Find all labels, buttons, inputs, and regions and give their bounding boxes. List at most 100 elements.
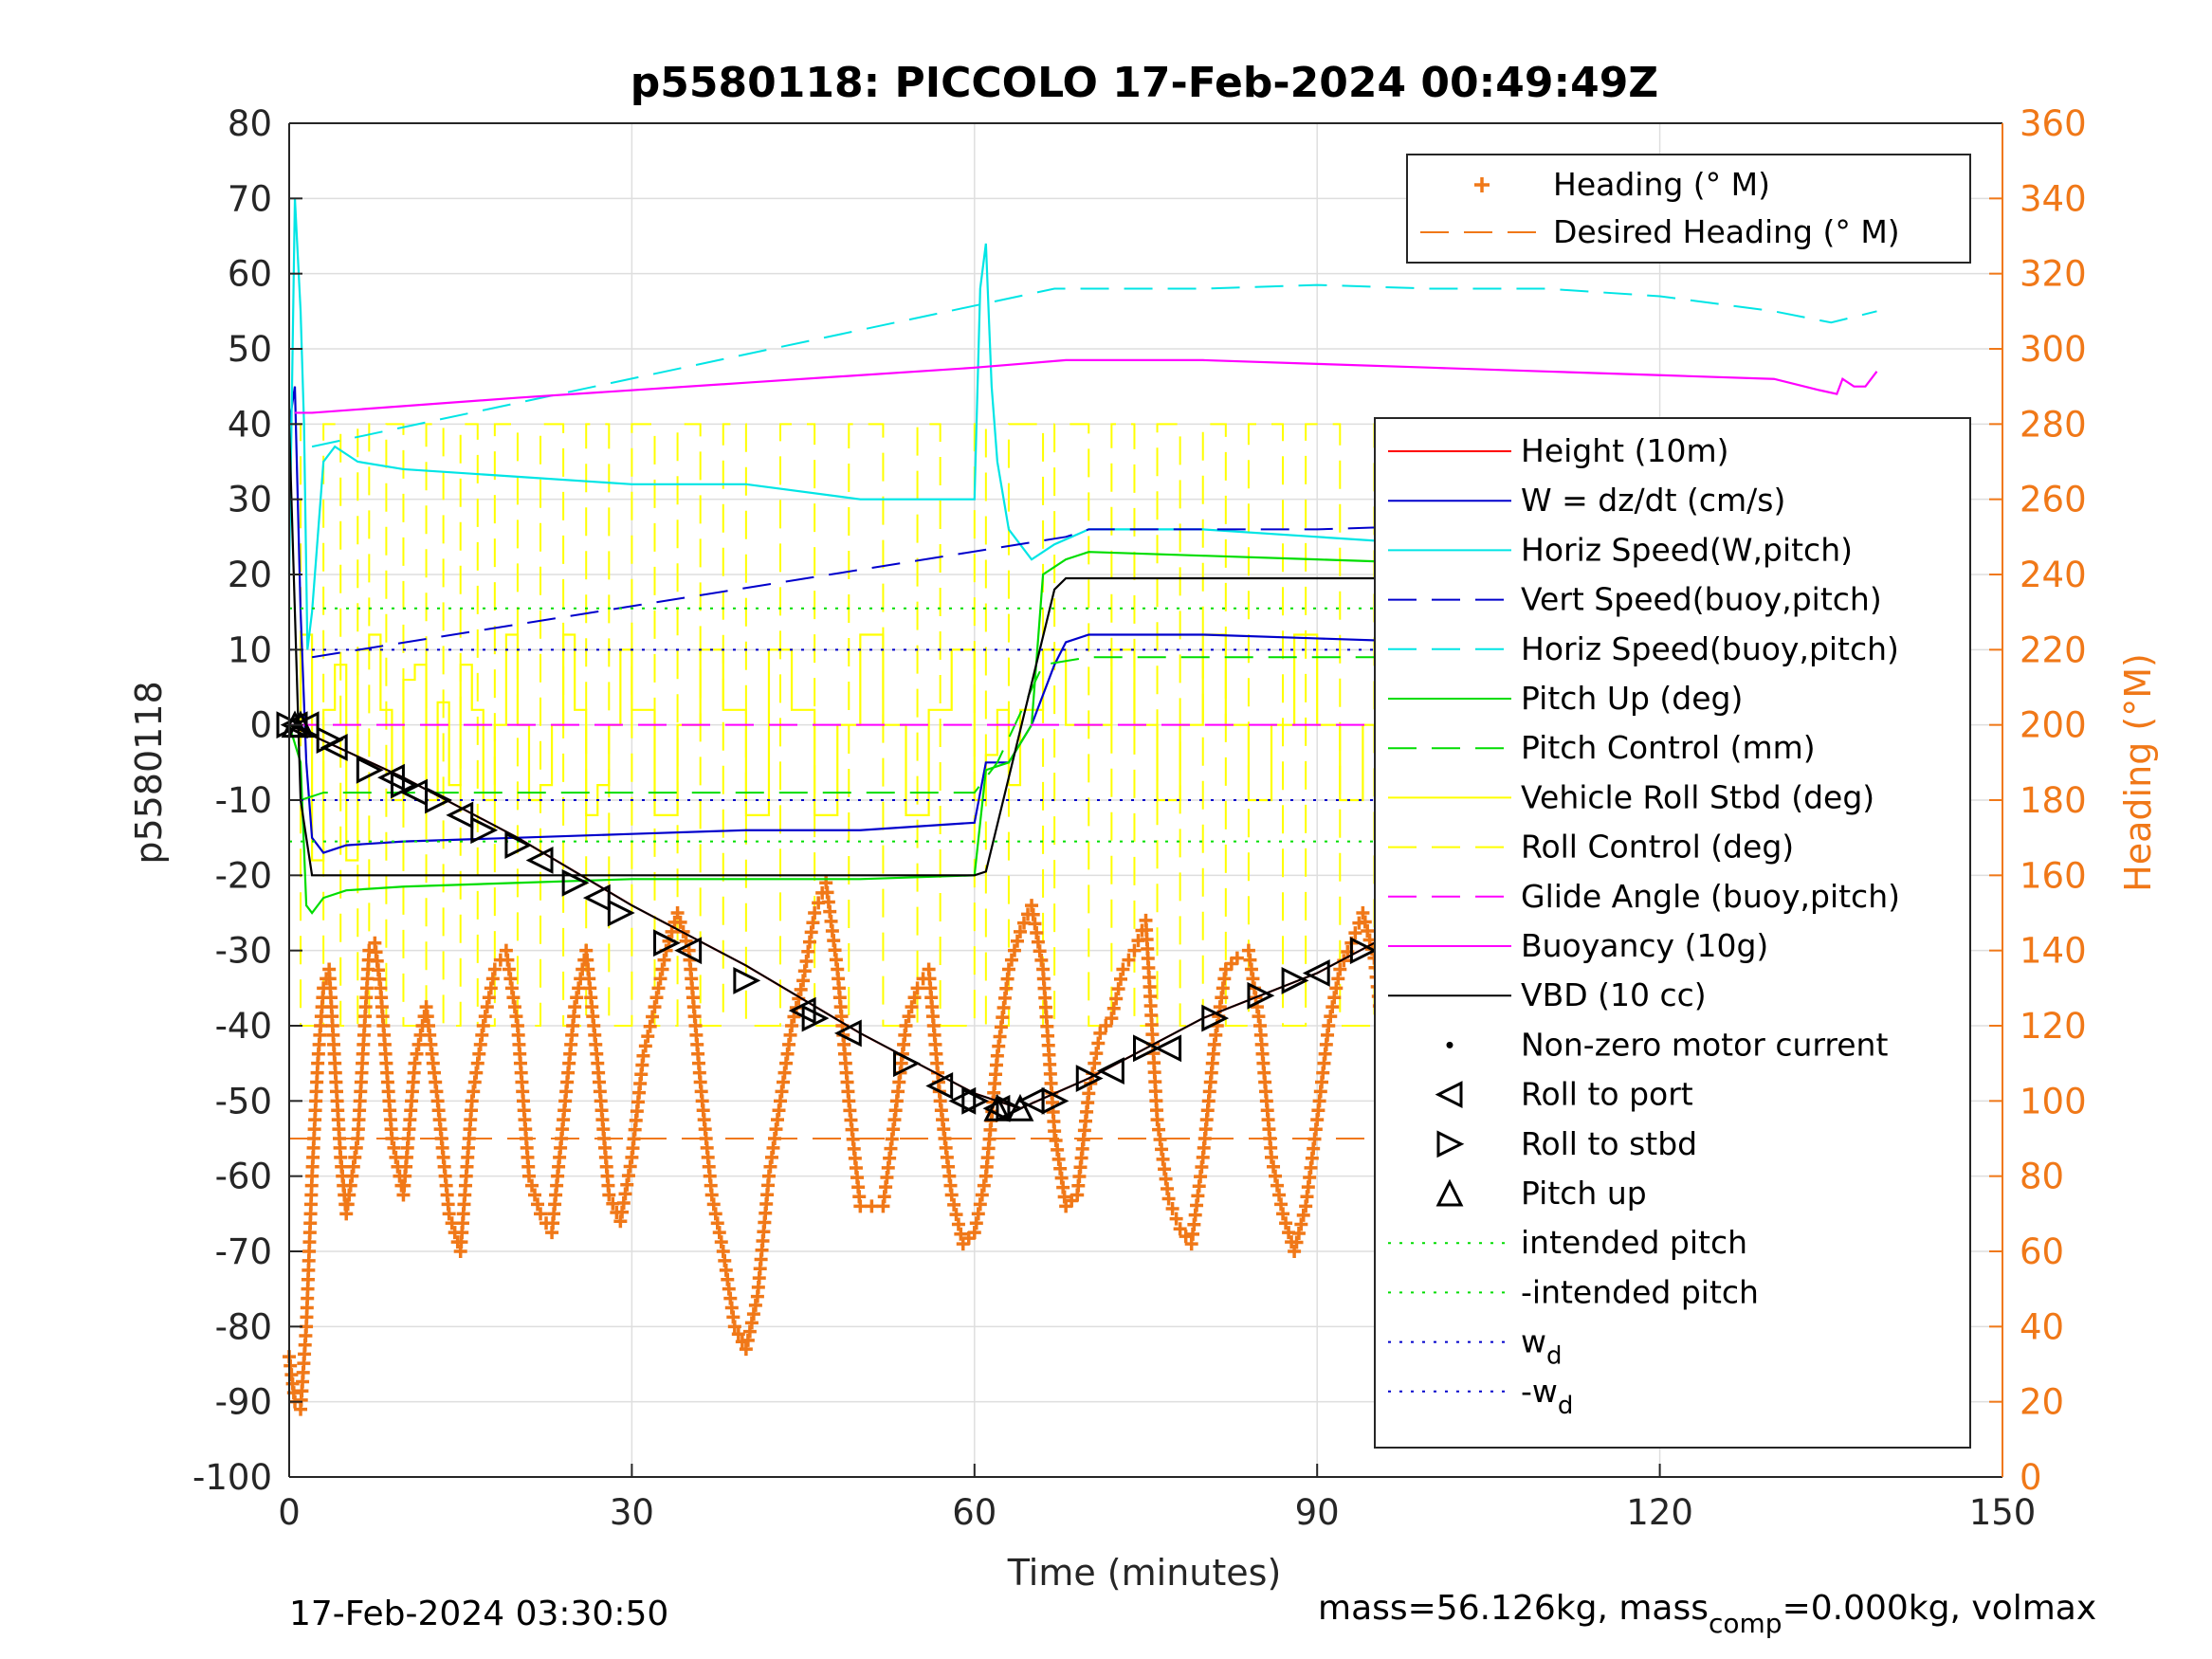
legend-label: Heading (° M) — [1553, 166, 1770, 203]
legend-label-text: Desired Heading (° M) — [1553, 213, 1900, 250]
right-y-tick-label: 80 — [2020, 1157, 2064, 1197]
heading-point — [1169, 1212, 1183, 1226]
heading-point — [484, 981, 498, 995]
heading-point — [1122, 953, 1136, 967]
roll-to-port-marker — [291, 711, 320, 739]
heading-point — [1274, 1197, 1289, 1212]
legend-label-text: Vert Speed(buoy,pitch) — [1521, 581, 1882, 618]
heading-point — [1007, 943, 1021, 957]
right-y-tick-label: 60 — [2020, 1231, 2064, 1272]
right-y-tick-label: 280 — [2020, 404, 2087, 445]
heading-point — [808, 906, 822, 920]
legend-label-text: Horiz Speed(buoy,pitch) — [1521, 630, 1899, 667]
heading-point — [744, 1316, 759, 1330]
heading-point — [568, 1000, 582, 1014]
heading-point — [902, 1010, 916, 1024]
legend-label: VBD (10 cc) — [1521, 976, 1707, 1013]
heading-point — [1004, 953, 1018, 967]
heading-point — [408, 1056, 422, 1070]
x-axis-label: Time (minutes) — [1007, 1552, 1282, 1594]
roll-to-port-marker — [833, 1019, 862, 1048]
right-y-tick-label: 320 — [2020, 254, 2087, 295]
roll-to-stbd-marker — [390, 771, 418, 799]
heading-point — [442, 1207, 456, 1221]
legend-label: Buoyancy (10g) — [1521, 927, 1768, 964]
legend-sample-triangle — [1436, 1130, 1465, 1158]
heading-point — [708, 1207, 722, 1221]
legend-label: Horiz Speed(buoy,pitch) — [1521, 630, 1899, 667]
footer-mass-sub: comp — [1709, 1608, 1782, 1639]
x-tick-label: 90 — [1295, 1492, 1340, 1533]
heading-point — [710, 1216, 724, 1231]
heading-legend: Heading (° M) Desired Heading (° M) — [1406, 154, 1971, 264]
right-y-tick-label: 180 — [2020, 780, 2087, 821]
roll-to-port-marker — [674, 937, 703, 965]
heading-point — [1089, 1047, 1104, 1061]
heading-point — [712, 1226, 726, 1240]
heading-point — [1289, 1235, 1304, 1249]
x-tick-label: 0 — [278, 1492, 301, 1533]
legend-label-text: VBD (10 cc) — [1521, 976, 1707, 1013]
heading-point — [1269, 1169, 1283, 1183]
legend-label-sub: d — [1546, 1342, 1563, 1371]
y-tick-label: -50 — [215, 1081, 272, 1121]
heading-point — [1230, 951, 1244, 965]
y-tick-label: -20 — [215, 855, 272, 896]
roll-to-port-marker — [446, 801, 474, 830]
heading-point — [524, 1178, 539, 1193]
heading-point — [485, 972, 500, 986]
y-tick-label: 80 — [228, 103, 272, 144]
heading-point — [899, 1019, 913, 1032]
heading-point — [1165, 1202, 1179, 1216]
right-y-tick-label: 20 — [2020, 1382, 2064, 1423]
legend-label-text: Heading (° M) — [1553, 166, 1770, 203]
y-tick-label: -60 — [215, 1157, 272, 1197]
pitch-up-marker — [1006, 1093, 1034, 1121]
legend-label-text: Pitch up — [1521, 1175, 1647, 1212]
heading-point — [971, 1207, 985, 1221]
legend-label: Vert Speed(buoy,pitch) — [1521, 581, 1882, 618]
x-tick-label: 120 — [1626, 1492, 1693, 1533]
heading-point — [785, 1019, 799, 1032]
series-roll-control — [289, 423, 1877, 1027]
footer-mass-prefix: mass=56.126kg, mass — [1318, 1589, 1709, 1628]
heading-point — [1329, 981, 1344, 995]
heading-point — [1267, 1159, 1281, 1174]
heading-point — [954, 1227, 968, 1241]
roll-to-port-marker — [582, 884, 611, 912]
heading-point — [482, 991, 496, 1005]
heading-point — [1265, 1150, 1279, 1164]
legend-label-text: -w — [1521, 1373, 1558, 1410]
legend-sample-triangle — [1435, 1178, 1464, 1207]
heading-point — [865, 1199, 879, 1213]
legend-label-sub: d — [1558, 1392, 1574, 1420]
legend-label-text: Roll Control (deg) — [1521, 829, 1794, 866]
legend-label: intended pitch — [1521, 1224, 1747, 1261]
series-buoyancy-10g — [295, 358, 1878, 414]
heading-point — [521, 1169, 536, 1183]
heading-point — [602, 1188, 616, 1202]
heading-point — [487, 962, 502, 976]
legend-label-text: Vehicle Roll Stbd (deg) — [1521, 778, 1874, 815]
y-tick-label: 20 — [228, 555, 272, 595]
heading-point — [476, 1019, 490, 1032]
roll-to-stbd-marker — [356, 756, 384, 784]
heading-point — [748, 1298, 762, 1312]
legend-label-text: Height (10m) — [1521, 432, 1728, 469]
heading-point — [648, 1000, 662, 1014]
heading-point — [1173, 1222, 1187, 1236]
right-y-tick-label: 220 — [2020, 629, 2087, 670]
y-tick-label: 40 — [228, 404, 272, 445]
series-horiz-speed-buoy-pitch — [311, 283, 1877, 448]
y-tick-label: -10 — [215, 780, 272, 821]
legend-label-text: Roll to stbd — [1521, 1125, 1697, 1162]
axes: 0 30 60 90 120 150-100-90-80-70-60-50-40-30-2… — [192, 103, 2087, 1533]
heading-point — [1358, 915, 1372, 929]
right-y-tick-label: 120 — [2020, 1006, 2087, 1047]
x-tick-label: 150 — [1969, 1492, 2037, 1533]
heading-point — [969, 1216, 983, 1231]
heading-point — [651, 981, 666, 995]
right-y-tick-label: 300 — [2020, 329, 2087, 370]
heading-point — [951, 1217, 965, 1231]
